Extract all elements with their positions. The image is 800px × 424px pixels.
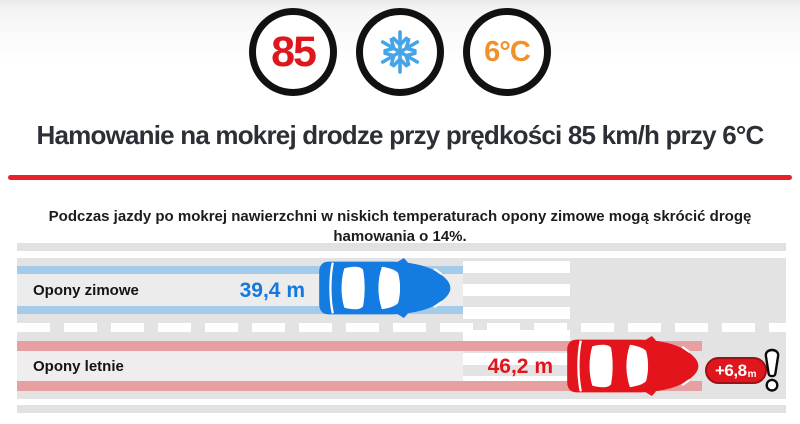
winter-car-icon [315,258,453,318]
speed-badge: 85 [249,8,337,96]
road-edge-top [17,243,786,251]
difference-badge: +6,8 m [705,357,768,384]
winter-lane-band-top [17,266,463,274]
subtitle: Podczas jazdy po mokrej nawierzchni w ni… [48,208,752,245]
winter-lane-label: Opony zimowe [33,282,139,299]
summer-lane-band-top [17,341,702,351]
summer-distance-value: 46,2 m [487,355,553,378]
summer-lane-band-bottom [17,381,702,391]
temperature-value: 6°C [484,35,531,68]
winter-conditions-badge [356,8,444,96]
temperature-badge: 6°C [463,8,551,96]
snowflake-icon [380,30,420,74]
speed-value: 85 [271,27,317,76]
braking-distance-chart: Opony zimowe 39,4 m Opony letnie 46,2 m [15,241,787,417]
exclamation-icon [764,348,780,392]
condition-badges: 85 6°C [0,8,800,96]
difference-unit: m [747,369,757,380]
winter-lane-band-bottom [17,306,463,314]
center-dashed-line [17,323,786,332]
road-edge-bottom [17,405,786,413]
summer-lane-label: Opony letnie [33,358,124,375]
red-divider [8,175,792,180]
summer-car-icon [563,336,701,396]
difference-value: +6,8 [715,360,747,380]
winter-distance-value: 39,4 m [239,279,305,302]
summer-lane-interior [17,351,463,381]
road-surface: Opony zimowe 39,4 m Opony letnie 46,2 m [17,258,786,399]
page-title: Hamowanie na mokrej drodze przy prędkośc… [36,120,765,151]
